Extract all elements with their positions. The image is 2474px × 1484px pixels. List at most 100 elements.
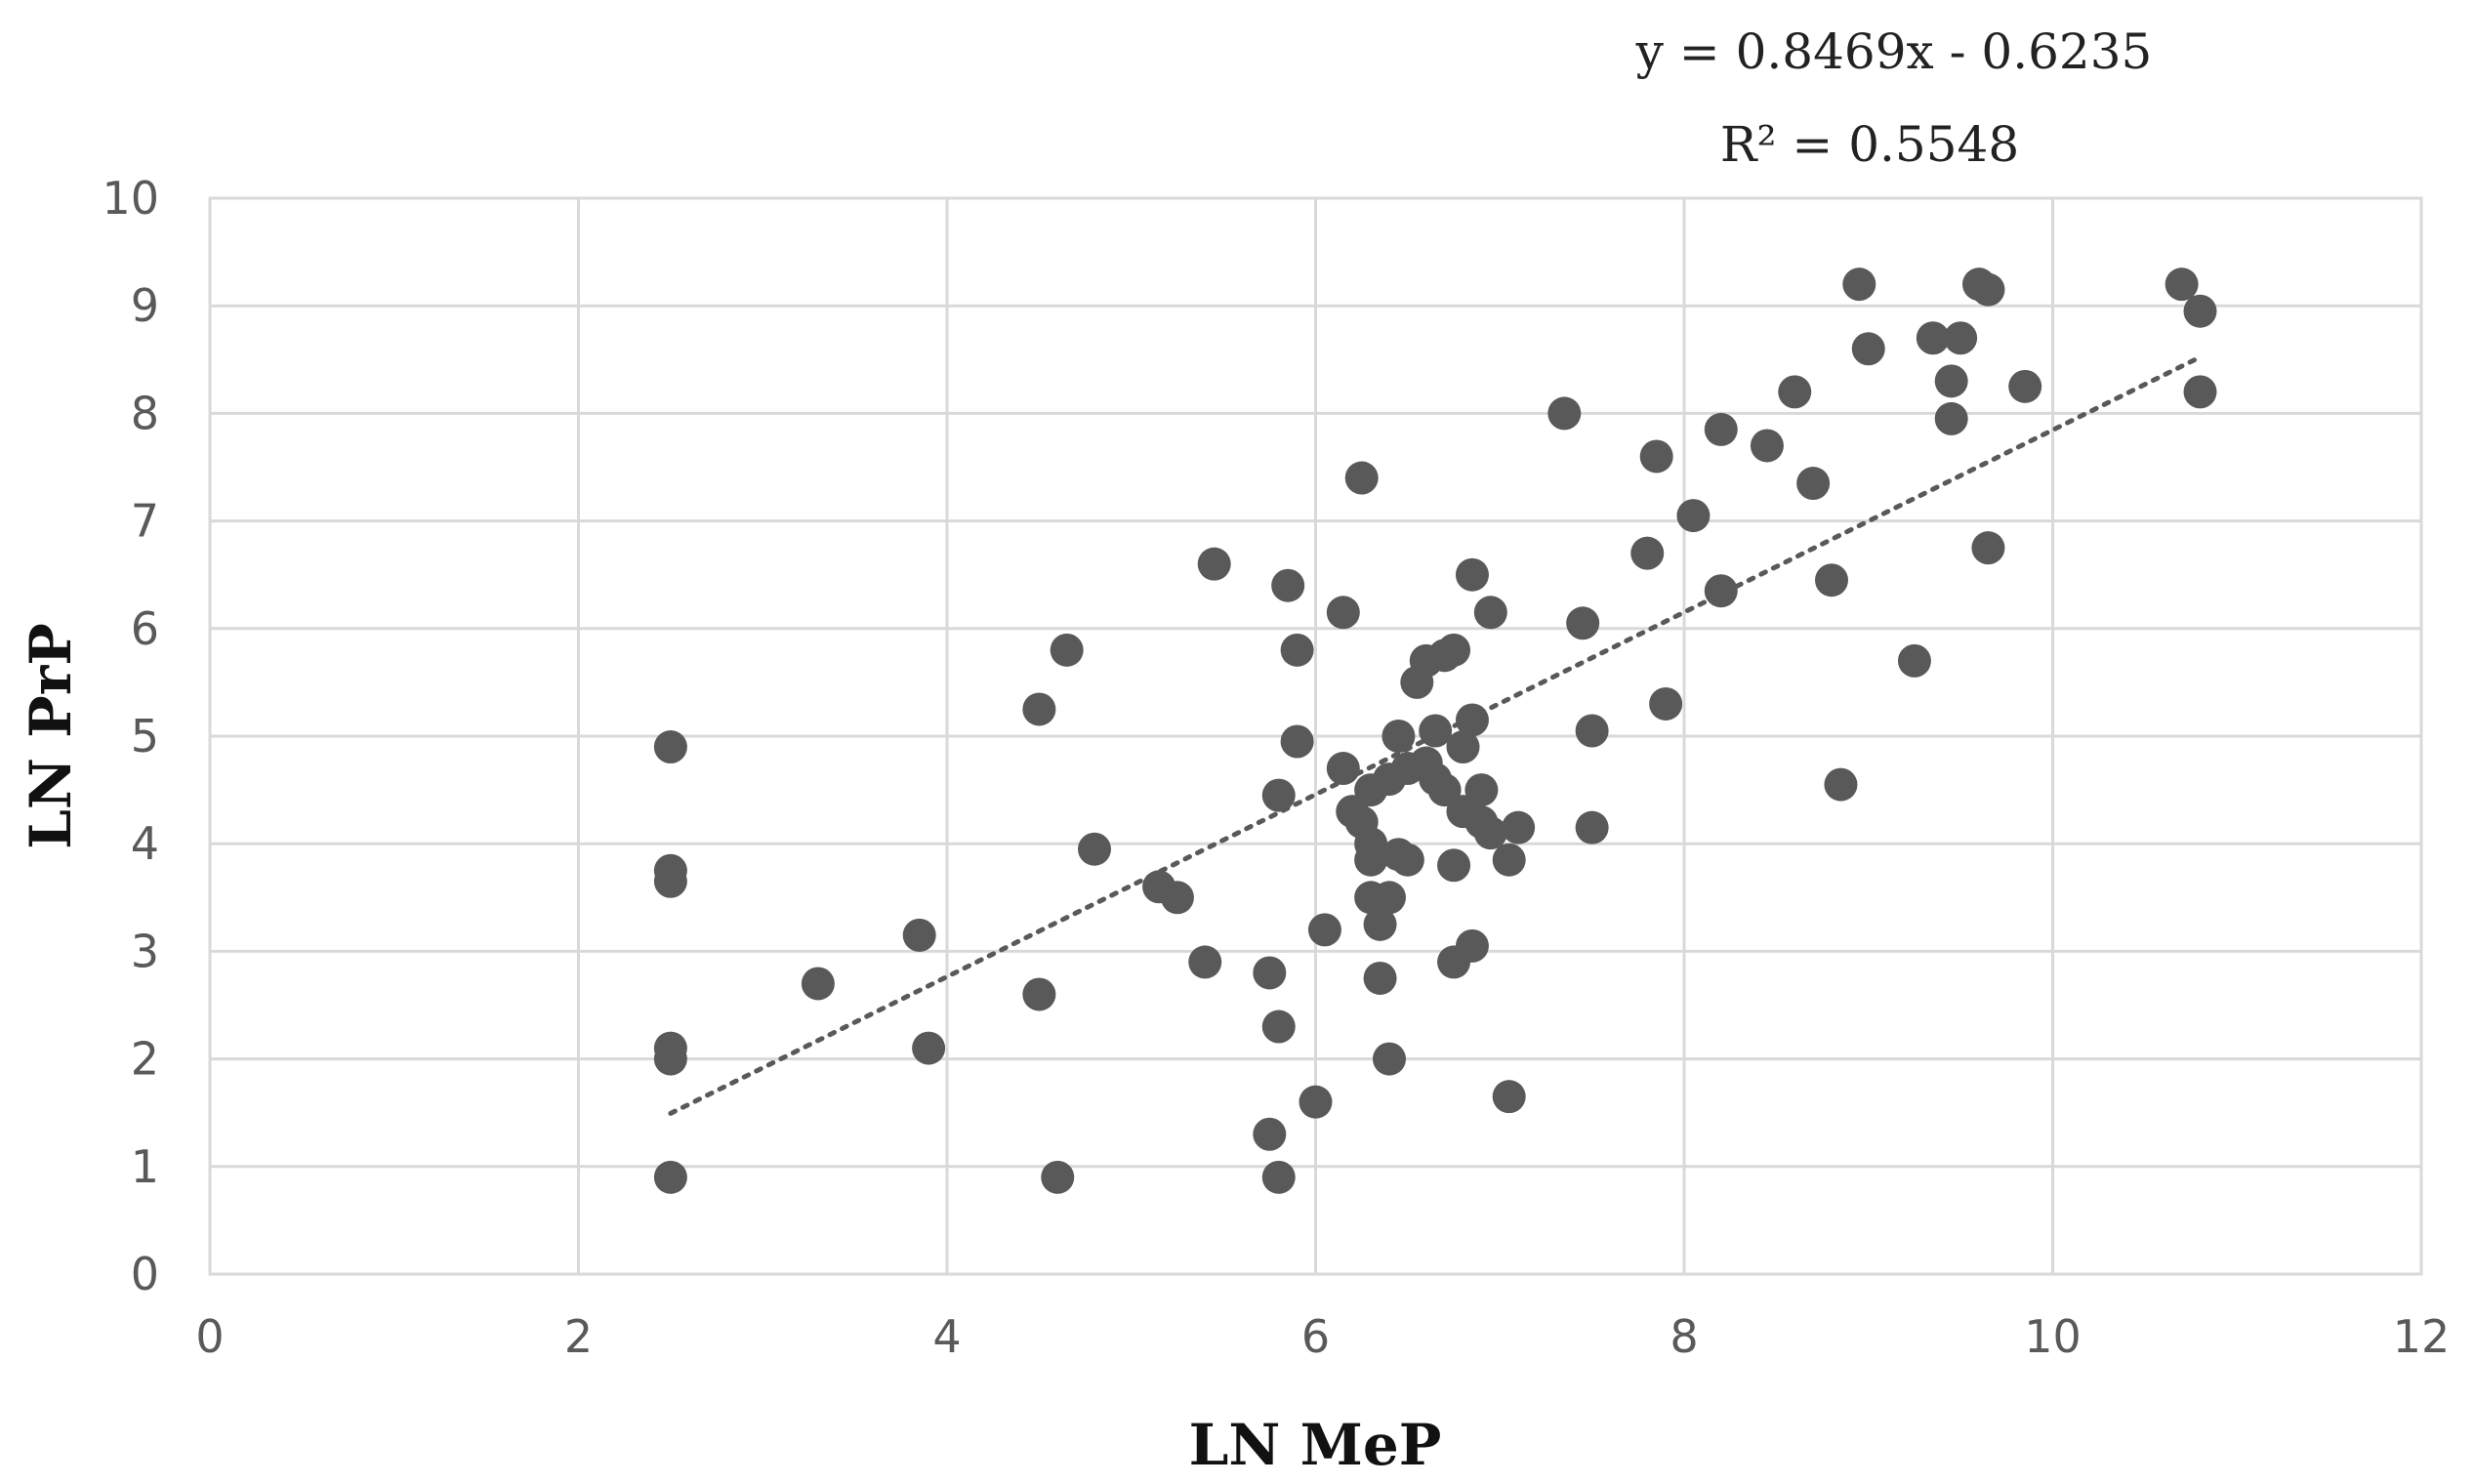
scatter-point <box>1160 881 1194 915</box>
scatter-point <box>1419 714 1453 748</box>
scatter-point <box>1897 643 1931 678</box>
scatter-point <box>1971 272 2005 307</box>
scatter-point <box>1455 928 1489 963</box>
scatter-point <box>2183 294 2217 328</box>
y-tick-label: 0 <box>131 1248 159 1300</box>
plot-area-border <box>208 196 2423 1276</box>
y-tick-label: 4 <box>131 817 159 870</box>
scatter-point <box>1022 692 1056 726</box>
scatter-point <box>1078 832 1111 866</box>
scatter-point <box>653 1160 687 1194</box>
y-tick-label: 6 <box>131 602 159 655</box>
scatter-point <box>1575 810 1609 845</box>
scatter-point <box>1944 321 1978 355</box>
x-tick-labels: 0 2 4 6 8 10 12 <box>195 1310 2450 1363</box>
scatter-point <box>1455 557 1489 592</box>
scatter-point <box>1344 461 1379 495</box>
y-tick-label: 1 <box>131 1140 159 1193</box>
y-tick-labels: 0 1 2 3 4 5 6 7 8 9 10 <box>102 172 159 1300</box>
x-tick-label: 10 <box>2024 1310 2082 1363</box>
scatter-point <box>801 967 835 1001</box>
scatter-point <box>1750 429 1784 463</box>
scatter-point <box>1649 686 1683 721</box>
y-tick-label: 10 <box>102 172 159 225</box>
scatter-point <box>1280 724 1314 759</box>
scatter-point <box>1437 633 1471 667</box>
scatter-point <box>1630 536 1665 570</box>
scatter-point <box>1547 396 1582 431</box>
y-tick-label: 7 <box>131 495 159 548</box>
scatter-point <box>1824 767 1858 802</box>
scatter-point <box>1280 633 1314 667</box>
x-tick-label: 2 <box>564 1310 593 1363</box>
trendline-equation: y = 0.8469x - 0.6235 <box>1635 23 2153 80</box>
scatter-point <box>653 1042 687 1076</box>
scatter-point <box>1492 843 1526 877</box>
scatter-point <box>1188 945 1222 979</box>
scatter-point <box>1464 773 1499 807</box>
scatter-point <box>1197 547 1231 581</box>
scatter-point <box>1307 913 1341 947</box>
scatter-point <box>1354 843 1388 877</box>
scatter-point <box>1842 268 1876 302</box>
scatter-point <box>1381 720 1416 753</box>
y-tick-label: 8 <box>131 387 159 439</box>
scatter-point <box>1934 401 1968 435</box>
scatter-point <box>1502 810 1536 845</box>
scatter-point <box>653 864 687 898</box>
scatter-point <box>902 918 936 952</box>
scatter-point <box>1971 531 2005 565</box>
scatter-point <box>1050 633 1084 667</box>
scatter-point <box>1916 321 1950 355</box>
scatter-point <box>1934 364 1968 398</box>
scatter-point <box>1261 1010 1296 1044</box>
scatter-point <box>1575 714 1609 748</box>
scatter-point <box>2165 268 2199 302</box>
scatter-point <box>1492 1080 1526 1114</box>
scatter-point <box>1326 596 1360 630</box>
scatter-point <box>1041 1160 1075 1194</box>
scatter-point <box>1778 375 1812 409</box>
scatter-point <box>1566 606 1600 640</box>
scatter-point <box>1363 961 1397 995</box>
y-tick-label: 9 <box>131 279 159 332</box>
scatter-point <box>1704 574 1738 608</box>
scatter-point <box>1704 412 1738 446</box>
scatter-point <box>2183 375 2217 409</box>
scatter-point <box>1796 467 1831 501</box>
scatter-point <box>1446 730 1480 764</box>
x-tick-label: 4 <box>932 1310 961 1363</box>
scatter-point <box>1261 778 1296 812</box>
x-tick-label: 6 <box>1301 1310 1330 1363</box>
scatter-point <box>1373 881 1406 915</box>
scatter-point <box>1676 499 1711 533</box>
x-tick-label: 8 <box>1670 1310 1698 1363</box>
scatter-point <box>1427 773 1462 807</box>
trendline-r-squared: R² = 0.5548 <box>1720 116 2019 173</box>
scatter-point <box>653 730 687 764</box>
scatter-point <box>1473 816 1507 850</box>
scatter-point <box>1639 439 1673 474</box>
y-tick-label: 3 <box>131 925 159 977</box>
scatter-point <box>1261 1160 1296 1194</box>
scatter-point <box>1271 568 1305 602</box>
y-tick-label: 2 <box>131 1033 159 1086</box>
data-points <box>653 268 2217 1194</box>
scatter-point <box>1022 977 1056 1011</box>
scatter-point <box>1851 332 1885 366</box>
scatter-point <box>1326 752 1360 786</box>
scatter-point <box>1815 563 1848 598</box>
x-axis-title: LN MeP <box>1189 1412 1442 1478</box>
x-tick-label: 0 <box>195 1310 224 1363</box>
scatter-point <box>1437 848 1471 883</box>
scatter-point <box>1253 1117 1287 1151</box>
scatter-point <box>1363 907 1397 941</box>
scatter-point <box>912 1031 946 1065</box>
scatter-point <box>1299 1085 1333 1119</box>
scatter-point <box>1373 1042 1406 1076</box>
y-tick-label: 5 <box>131 710 159 763</box>
scatter-point <box>1473 596 1507 630</box>
x-tick-label: 12 <box>2393 1310 2451 1363</box>
scatter-point <box>1390 843 1424 877</box>
